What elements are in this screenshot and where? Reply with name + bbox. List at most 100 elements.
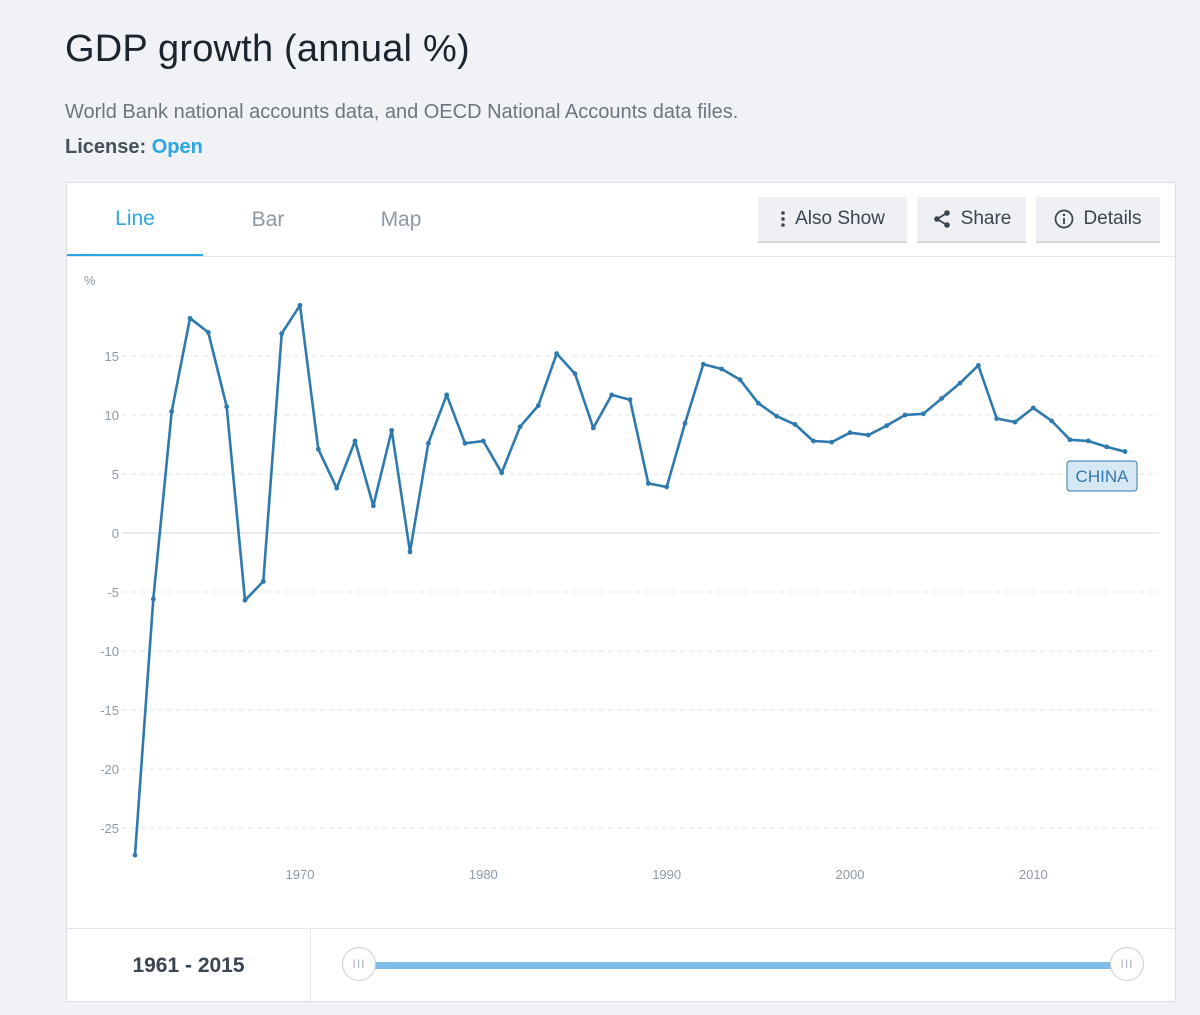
details-label: Details [1083,208,1142,229]
license-link[interactable]: Open [151,136,203,158]
data-point[interactable] [1012,419,1018,425]
y-tick-label: 0 [112,526,119,541]
data-point[interactable] [865,432,871,438]
share-icon [932,209,952,229]
x-tick-label: 1970 [286,867,315,882]
year-range-track[interactable] [359,962,1129,969]
data-point[interactable] [755,400,761,406]
data-point[interactable] [1030,405,1036,411]
details-button[interactable]: Details [1036,197,1160,243]
y-tick-label: 15 [105,349,119,364]
data-point[interactable] [224,404,230,410]
x-tick-label: 2010 [1019,867,1048,882]
data-point[interactable] [847,430,853,436]
data-point[interactable] [1104,444,1110,450]
data-point[interactable] [279,331,285,336]
x-tick-labels: 1970 1980 1990 2000 2010 [286,867,1048,882]
also-show-label: Also Show [795,208,885,229]
line-chart: -25 -20 -15 -10 -5 0 5 10 15 1970 1980 1990 2000 201… [84,273,1159,882]
chart-card: Line Bar Map Also Show Share Details [66,182,1176,1003]
data-point[interactable] [535,403,541,408]
data-point[interactable] [1122,449,1128,454]
series-label-china[interactable]: CHINA [1066,460,1138,492]
page-title: GDP growth (annual %) [65,28,470,70]
data-point[interactable] [719,366,725,372]
data-point[interactable] [1049,418,1055,424]
data-point[interactable] [975,363,981,368]
data-point[interactable] [352,438,358,444]
data-point[interactable] [132,852,138,858]
data-point[interactable] [810,438,816,444]
data-point[interactable] [407,549,413,555]
data-point[interactable] [920,411,926,417]
data-point[interactable] [315,446,321,452]
y-tick-label: -10 [100,644,119,659]
license-info: License: Open [65,136,203,159]
data-point[interactable] [169,409,175,414]
range-start-handle[interactable]: III [342,947,376,981]
data-point[interactable] [554,351,560,357]
data-point[interactable] [829,439,835,445]
data-point[interactable] [517,424,523,430]
tab-map[interactable]: Map [380,208,422,231]
data-point[interactable] [389,427,395,433]
data-point[interactable] [627,397,633,403]
data-point[interactable] [370,503,376,509]
series-line-china [133,304,1126,856]
data-point[interactable] [792,422,798,427]
data-point[interactable] [682,420,688,426]
series-label-text: CHINA [1076,467,1130,486]
y-axis-unit: % [84,273,96,288]
data-point[interactable] [260,578,266,584]
data-point[interactable] [334,485,340,491]
data-point[interactable] [480,438,486,444]
y-tick-labels: -25 -20 -15 -10 -5 0 5 10 15 [100,349,119,836]
data-point[interactable] [242,597,248,603]
data-point[interactable] [737,377,743,382]
data-point[interactable] [444,392,450,398]
data-point[interactable] [150,596,156,602]
y-tick-label: 5 [112,467,119,482]
y-tick-label: -20 [100,762,119,777]
data-point[interactable] [205,330,211,335]
data-point[interactable] [700,361,706,367]
data-point[interactable] [462,440,468,446]
x-tick-label: 2000 [836,867,865,882]
data-point[interactable] [499,470,505,476]
data-point[interactable] [297,302,303,308]
y-tick-label: -5 [107,585,119,600]
data-point[interactable] [939,396,945,401]
tab-bar[interactable]: Bar [251,208,285,231]
source-note: World Bank national accounts data, and O… [65,101,739,123]
data-point[interactable] [645,481,651,486]
data-point[interactable] [187,315,193,321]
series-points [132,302,1128,858]
data-point[interactable] [902,412,908,418]
range-footer: 1961 - 2015 III III [67,928,1175,1003]
range-end-handle[interactable]: III [1110,947,1144,981]
data-point[interactable] [664,484,670,490]
tab-line[interactable]: Line [67,183,203,257]
data-point[interactable] [884,423,890,429]
y-tick-label: 10 [105,408,119,423]
data-point[interactable] [1085,438,1091,444]
data-point[interactable] [572,371,578,377]
x-tick-label: 1980 [469,867,498,882]
data-point[interactable] [774,413,780,419]
tab-divider [67,256,1175,257]
data-point[interactable] [609,392,615,398]
info-icon [1054,209,1074,229]
year-range-label: 1961 - 2015 [67,929,311,1003]
y-tick-label: -15 [100,703,119,718]
data-point[interactable] [425,440,431,446]
x-tick-label: 1990 [652,867,681,882]
share-button[interactable]: Share [917,197,1026,243]
data-point[interactable] [957,380,963,386]
share-label: Share [960,208,1012,229]
data-point[interactable] [1067,437,1073,443]
chart-tabs: Line Bar Map [67,183,487,257]
data-point[interactable] [994,416,1000,421]
y-tick-label: -25 [100,821,119,836]
also-show-button[interactable]: Also Show [758,197,907,243]
data-point[interactable] [590,425,596,431]
